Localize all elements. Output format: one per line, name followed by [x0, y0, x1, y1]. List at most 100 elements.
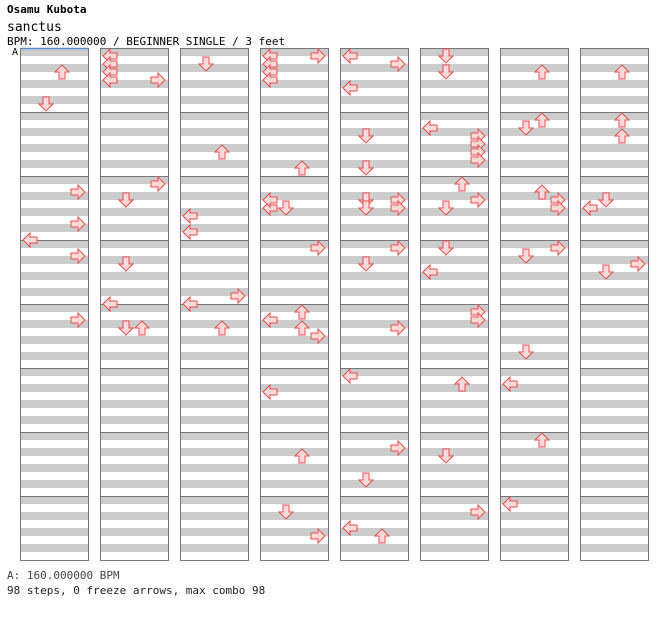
beat-band	[20, 240, 88, 248]
beat-band	[100, 160, 168, 168]
beat-band	[420, 128, 488, 136]
measure-box	[260, 496, 329, 561]
beat-band	[580, 224, 648, 232]
beat-band	[100, 352, 168, 360]
beat-band	[420, 448, 488, 456]
beat-band	[20, 80, 88, 88]
beat-band	[20, 336, 88, 344]
beat-band	[180, 448, 248, 456]
beat-band	[260, 384, 328, 392]
beat-band	[260, 240, 328, 248]
beat-band	[420, 384, 488, 392]
beat-band	[340, 480, 408, 488]
beat-band	[340, 80, 408, 88]
beat-band	[100, 512, 168, 520]
beat-band	[420, 160, 488, 168]
beat-band	[260, 96, 328, 104]
beat-band	[20, 128, 88, 136]
beat-band	[580, 544, 648, 552]
beat-band	[500, 320, 568, 328]
beat-band	[580, 304, 648, 312]
beat-band	[20, 448, 88, 456]
beat-band	[580, 320, 648, 328]
beat-band	[20, 432, 88, 440]
beat-band	[420, 240, 488, 248]
beat-band	[580, 272, 648, 280]
beat-band	[180, 496, 248, 504]
beat-band	[500, 512, 568, 520]
beat-band	[420, 544, 488, 552]
beat-band	[260, 512, 328, 520]
beat-band	[20, 192, 88, 200]
beat-band	[260, 80, 328, 88]
beat-band	[20, 288, 88, 296]
beat-band	[260, 176, 328, 184]
beat-band	[100, 176, 168, 184]
beat-band	[500, 480, 568, 488]
beat-band	[20, 400, 88, 408]
beat-band	[180, 240, 248, 248]
beat-band	[340, 352, 408, 360]
beat-band	[580, 112, 648, 120]
beat-band	[180, 544, 248, 552]
beat-band	[100, 416, 168, 424]
beat-band	[420, 112, 488, 120]
beat-band	[420, 80, 488, 88]
beat-band	[500, 288, 568, 296]
beat-band	[500, 64, 568, 72]
beat-band	[420, 256, 488, 264]
beat-band	[580, 48, 648, 56]
beat-band	[340, 384, 408, 392]
beat-band	[20, 528, 88, 536]
beat-band	[260, 464, 328, 472]
beat-band	[580, 416, 648, 424]
beat-band	[500, 368, 568, 376]
beat-band	[420, 208, 488, 216]
beat-band	[420, 496, 488, 504]
measure-box	[20, 496, 89, 561]
beat-band	[500, 208, 568, 216]
beat-band	[420, 480, 488, 488]
beat-band	[180, 304, 248, 312]
beat-band	[340, 256, 408, 264]
beat-band	[500, 256, 568, 264]
beat-band	[180, 160, 248, 168]
beat-band	[580, 432, 648, 440]
beat-band	[340, 464, 408, 472]
beat-band	[100, 432, 168, 440]
beat-band	[420, 224, 488, 232]
beat-band	[260, 544, 328, 552]
beat-band	[260, 64, 328, 72]
beat-band	[340, 544, 408, 552]
beat-band	[580, 160, 648, 168]
beat-band	[260, 368, 328, 376]
beat-band	[20, 512, 88, 520]
beat-band	[20, 352, 88, 360]
beat-band	[500, 160, 568, 168]
beat-band	[260, 400, 328, 408]
beat-band	[100, 544, 168, 552]
beat-band	[580, 400, 648, 408]
beat-band	[420, 176, 488, 184]
beat-band	[180, 432, 248, 440]
beat-band	[100, 128, 168, 136]
beat-band	[500, 352, 568, 360]
beat-band	[580, 208, 648, 216]
beat-band	[500, 400, 568, 408]
beat-band	[500, 192, 568, 200]
beat-band	[20, 320, 88, 328]
beat-band	[100, 112, 168, 120]
beat-band	[180, 320, 248, 328]
measure-box	[100, 496, 169, 561]
beat-band	[420, 304, 488, 312]
beat-band	[20, 224, 88, 232]
bpm-marker-label: A	[12, 47, 19, 58]
beat-band	[580, 80, 648, 88]
beat-band	[500, 384, 568, 392]
beat-band	[580, 496, 648, 504]
beat-band	[500, 304, 568, 312]
beat-band	[100, 336, 168, 344]
beat-band	[100, 496, 168, 504]
beat-band	[180, 512, 248, 520]
beat-band	[260, 352, 328, 360]
